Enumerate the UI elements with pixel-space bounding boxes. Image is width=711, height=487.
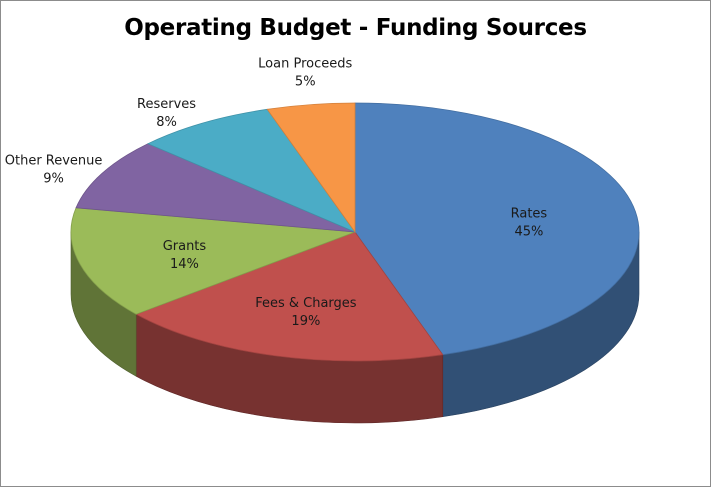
slice-label-1: Fees & Charges bbox=[255, 296, 357, 311]
pie-labels: Rates 45% Fees & Charges 19% Grants 14% Other … bbox=[5, 56, 548, 329]
pie-slice-0 bbox=[354, 102, 640, 356]
pie-slice-1 bbox=[135, 231, 444, 362]
slice-percent-5: 5% bbox=[295, 74, 316, 89]
pie-slice-2 bbox=[70, 207, 356, 315]
slice-percent-0: 45% bbox=[514, 224, 543, 239]
pie-slice-3 bbox=[75, 143, 356, 233]
chart-title: Operating Budget - Funding Sources bbox=[124, 15, 587, 41]
slice-label-3: Other Revenue bbox=[5, 153, 103, 168]
slice-percent-4: 8% bbox=[156, 115, 177, 130]
slice-label-4: Reserves bbox=[137, 97, 196, 112]
slice-label-0: Rates bbox=[511, 206, 548, 221]
pie-slice-5 bbox=[266, 102, 356, 234]
slice-label-2: Grants bbox=[163, 239, 207, 254]
slice-label-5: Loan Proceeds bbox=[258, 56, 352, 71]
slice-percent-3: 9% bbox=[43, 171, 64, 186]
slice-percent-2: 14% bbox=[170, 257, 199, 272]
slice-percent-1: 19% bbox=[291, 314, 320, 329]
pie-slices bbox=[70, 102, 640, 362]
pie-slice-4 bbox=[147, 108, 357, 233]
